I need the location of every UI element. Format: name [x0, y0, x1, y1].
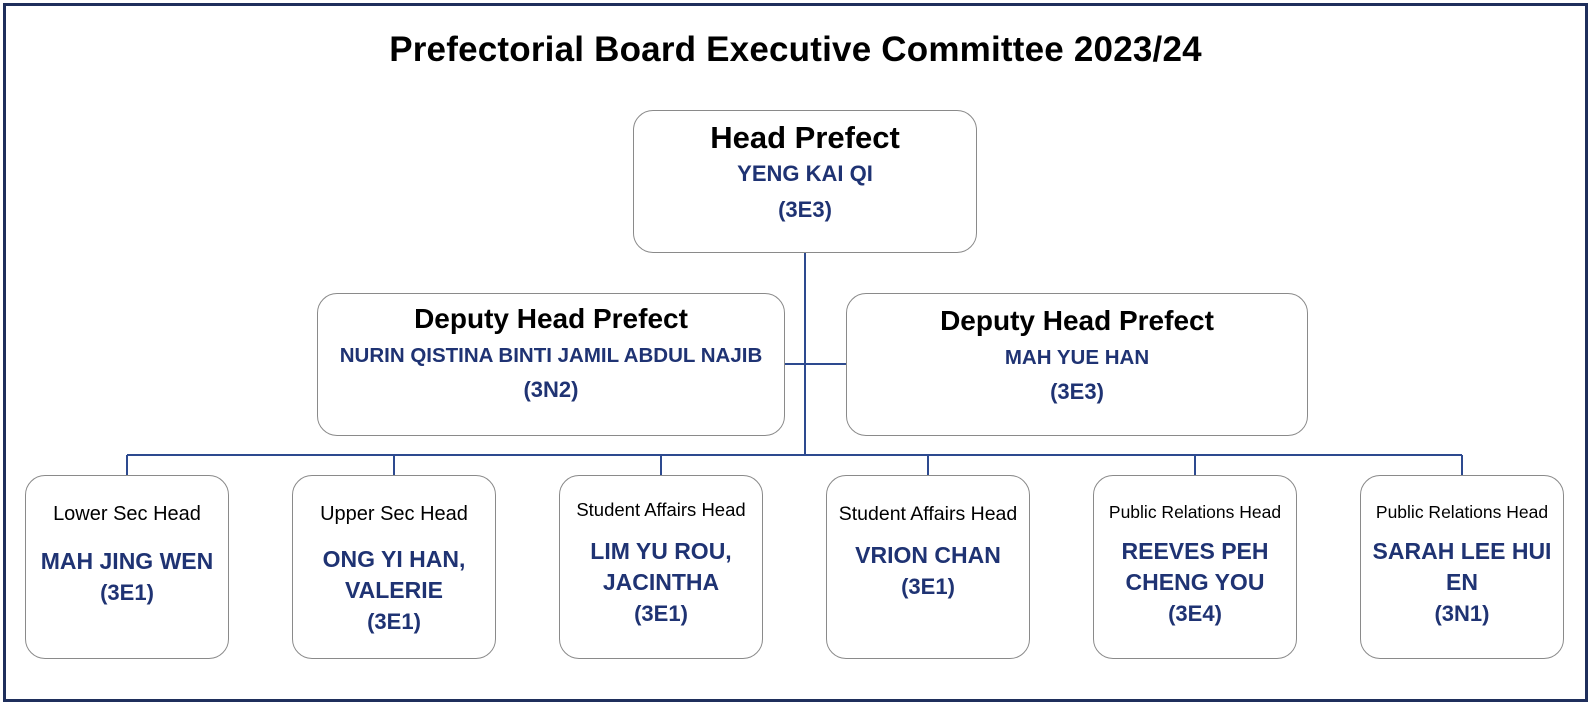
student-affairs-head-box-2: Student Affairs Head VRION CHAN (3E1) — [826, 475, 1030, 659]
chart-title: Prefectorial Board Executive Committee 2… — [389, 30, 1202, 69]
public-relations-head-box-1: Public Relations Head REEVES PEH CHENG Y… — [1093, 475, 1297, 659]
head-class: (3N1) — [1434, 601, 1490, 626]
head-name: MAH JING WEN — [40, 548, 214, 574]
head-prefect-box: Head Prefect YENG KAI QI (3E3) — [633, 110, 977, 253]
deputy-head-prefect-box-2: Deputy Head Prefect MAH YUE HAN (3E3) — [846, 293, 1308, 436]
head-prefect-role: Head Prefect — [710, 120, 900, 155]
head-class: (3E1) — [100, 580, 154, 605]
head-prefect-class: (3E3) — [778, 197, 832, 222]
lower-sec-head-box: Lower Sec Head MAH JING WEN (3E1) — [25, 475, 229, 659]
head-class: (3E1) — [367, 609, 421, 634]
deputy-role: Deputy Head Prefect — [940, 305, 1214, 336]
head-name: SARAH LEE HUI EN — [1372, 538, 1552, 595]
head-class: (3E1) — [901, 574, 955, 599]
deputy-head-prefect-box-1: Deputy Head Prefect NURIN QISTINA BINTI … — [317, 293, 785, 436]
deputy-class: (3N2) — [523, 377, 579, 402]
head-name: REEVES PEH CHENG YOU — [1121, 538, 1269, 595]
head-name: ONG YI HAN, VALERIE — [322, 546, 466, 603]
head-role: Lower Sec Head — [53, 503, 201, 525]
head-name: VRION CHAN — [855, 542, 1001, 568]
student-affairs-head-box-1: Student Affairs Head LIM YU ROU, JACINTH… — [559, 475, 763, 659]
deputy-name: NURIN QISTINA BINTI JAMIL ABDUL NAJIB — [339, 344, 763, 367]
head-class: (3E1) — [634, 601, 688, 626]
upper-sec-head-box: Upper Sec Head ONG YI HAN, VALERIE (3E1) — [292, 475, 496, 659]
head-role: Student Affairs Head — [576, 499, 746, 520]
head-role: Public Relations Head — [1375, 502, 1549, 522]
deputy-name: MAH YUE HAN — [1004, 346, 1150, 369]
deputy-role: Deputy Head Prefect — [414, 303, 688, 334]
head-class: (3E4) — [1168, 601, 1222, 626]
head-role: Upper Sec Head — [320, 503, 468, 525]
public-relations-head-box-2: Public Relations Head SARAH LEE HUI EN (… — [1360, 475, 1564, 659]
head-prefect-name: YENG KAI QI — [737, 161, 873, 186]
head-role: Student Affairs Head — [838, 503, 1018, 525]
deputy-class: (3E3) — [1050, 379, 1104, 404]
head-role: Public Relations Head — [1108, 502, 1282, 522]
head-name: LIM YU ROU, JACINTHA — [590, 538, 732, 595]
